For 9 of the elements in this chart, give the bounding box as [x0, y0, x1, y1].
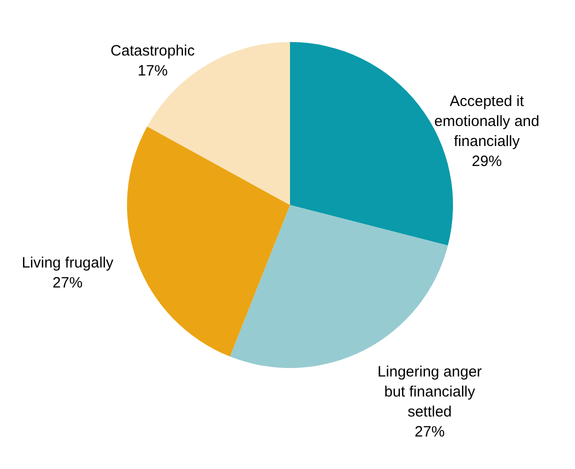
pie-slice	[127, 126, 290, 357]
data-label: 27%	[52, 274, 83, 292]
data-label: 29%	[472, 152, 502, 170]
slice-label: Living frugally	[22, 254, 114, 272]
data-label: 27%	[414, 423, 445, 440]
data-label: 17%	[138, 62, 168, 80]
slice-label: Catastrophic	[110, 42, 196, 60]
slice-label: Lingering anger but financially settled	[378, 363, 482, 420]
slice-label: Accepted it emotionally and financially	[434, 92, 540, 150]
